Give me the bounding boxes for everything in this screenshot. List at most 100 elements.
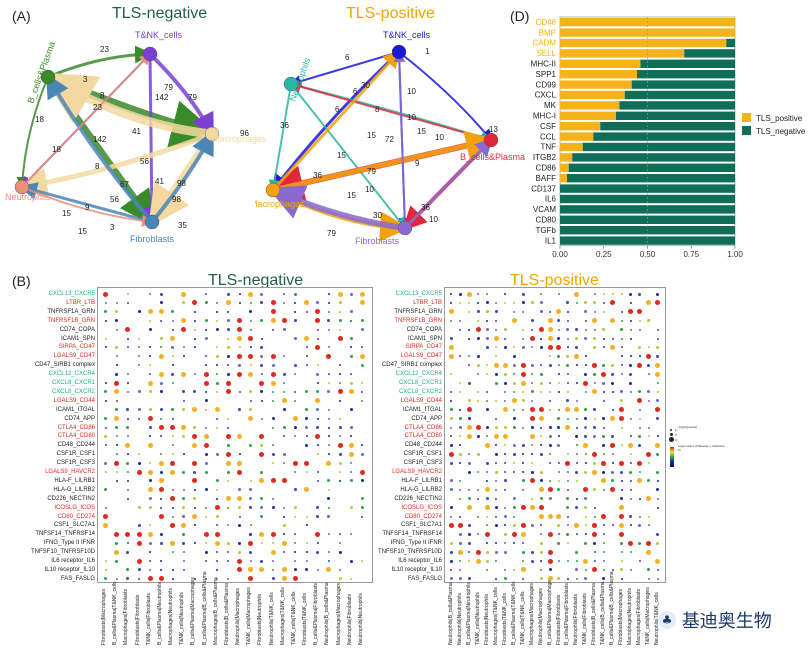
dotplot-dot (468, 310, 471, 313)
dotplot-dot (181, 318, 187, 324)
dotplot-dot (193, 524, 196, 527)
dotplot-dot (350, 471, 353, 473)
dotplot-row-label: LGALS9_CD47 (53, 353, 95, 360)
dotplot-dot (530, 390, 534, 394)
dotplot-dot (485, 337, 489, 340)
dotplot-dot (466, 505, 472, 511)
dotplot-dot (584, 453, 587, 456)
dotplot-dot (495, 542, 498, 545)
dotplot-col-label: Neutrophils|Fibroblasts (346, 593, 353, 645)
dotplot-dot (620, 390, 624, 394)
dotplot-dot (270, 300, 276, 306)
dotplot-dot (459, 301, 462, 304)
dotplot-dot (316, 453, 319, 456)
dotplot-dot (477, 533, 480, 536)
dotplot-dot (249, 479, 252, 482)
dotplot-dot (182, 408, 186, 412)
dotplot-dot (521, 443, 525, 447)
dotplot-dot (181, 425, 187, 430)
dotplot-dot (159, 381, 163, 385)
dotplot-dot (361, 346, 364, 349)
dotplot-col-label: T&NK_cells|T&NK_cells (519, 591, 526, 645)
dotplot-dot (629, 328, 632, 331)
dotplot-dot (601, 371, 607, 377)
dotplot-dot (260, 292, 264, 296)
category-label: MHC-II (531, 60, 556, 69)
dotplot-dot (495, 488, 498, 491)
dotplot-dot (292, 416, 298, 422)
dotplot-dot (620, 444, 623, 447)
dotplot-dot (484, 487, 490, 493)
dotplot-dot (540, 293, 543, 295)
dotplot-dot (531, 382, 534, 384)
dotplot-dot (566, 373, 569, 376)
dotplot-dot (272, 568, 275, 571)
dotplot-dot (248, 371, 254, 377)
dotplot-dot (494, 452, 498, 456)
dotplot-dot (238, 515, 241, 518)
dotplot-col-label: B_cells&Plasma|Fibroblasts (564, 583, 571, 645)
dotplot-dot (593, 426, 597, 429)
legend-label: TLS_negative (756, 127, 806, 136)
dotplot-dot (137, 390, 141, 394)
dotplot-dot (138, 355, 141, 358)
dotplot-dot (602, 328, 606, 332)
dotplot-row-label: FAS_FASLG (60, 575, 95, 582)
category-label: IL1 (545, 236, 557, 245)
dotplot-dot (629, 568, 632, 571)
dotplot-dot (171, 551, 174, 554)
dotplot-dot (193, 346, 196, 349)
dotplot-dot (459, 435, 462, 438)
dotplot-dot (171, 506, 174, 509)
dotplot-dot (149, 364, 152, 367)
dotplot-dot (193, 542, 196, 545)
edge-weight-label: 15 (62, 209, 71, 218)
dotplot-dot (305, 471, 308, 473)
dotplot-dot (147, 416, 153, 422)
dotplot-dot (503, 550, 507, 554)
dotplot-dot (260, 506, 264, 510)
dotplot-row-label: TNFSF10_TNFRSF10D (377, 549, 442, 556)
edge-weight-label: 23 (93, 103, 102, 112)
dotplot-dot (620, 470, 624, 474)
dotplot-dot (457, 522, 463, 528)
dotplot-dot (216, 310, 219, 313)
dotplot-dot (337, 442, 343, 448)
dotplot-dot (557, 435, 560, 438)
dotplot-dot (629, 390, 632, 393)
dotplot-dot (629, 551, 632, 554)
dotplot-dot (126, 346, 129, 349)
edge-weight-label: 30 (361, 81, 370, 90)
bar-segment (582, 142, 735, 152)
dotplot-dot (160, 453, 163, 456)
dotplot-dot (126, 479, 129, 482)
dotplot-row-label: IL6 receptor_IL6 (398, 558, 442, 564)
edge-weight-label: 10 (407, 87, 416, 96)
dotplot-dot (504, 524, 507, 527)
dotplot-dot (494, 470, 498, 474)
dotplot-dot (458, 541, 462, 545)
dotplot-dot (338, 452, 342, 456)
dotplot-dot (522, 462, 525, 465)
dotplot-dot (477, 488, 480, 491)
dotplot-dot (593, 541, 597, 545)
dotplot-dot (467, 381, 471, 385)
dotplot-col-label: Macrophages|Neutrophils (627, 588, 634, 645)
dotplot-dot (503, 426, 507, 429)
dotplot-dot (449, 443, 453, 447)
dotplot-dot (339, 533, 342, 536)
dotplot-dot (138, 417, 141, 420)
dotplot-dot (270, 380, 276, 386)
dotplot-dot (260, 497, 264, 501)
dotplot-dot (556, 514, 562, 519)
dotplot-dot (359, 353, 365, 359)
dotplot-dot (466, 407, 472, 413)
dotplot-col-label: Fibroblasts|Macrophages (101, 588, 107, 645)
dotplot-col-label: Macrophages|T&NK_cells (492, 587, 499, 645)
dotplot-dot (566, 346, 569, 349)
dotplot-dot (449, 417, 453, 421)
dotplot-dot (260, 470, 264, 474)
dotplot-row-label: ICOSLG_ICOS (401, 504, 442, 511)
dotplot-dot (360, 328, 364, 332)
bar-segment (560, 101, 620, 110)
